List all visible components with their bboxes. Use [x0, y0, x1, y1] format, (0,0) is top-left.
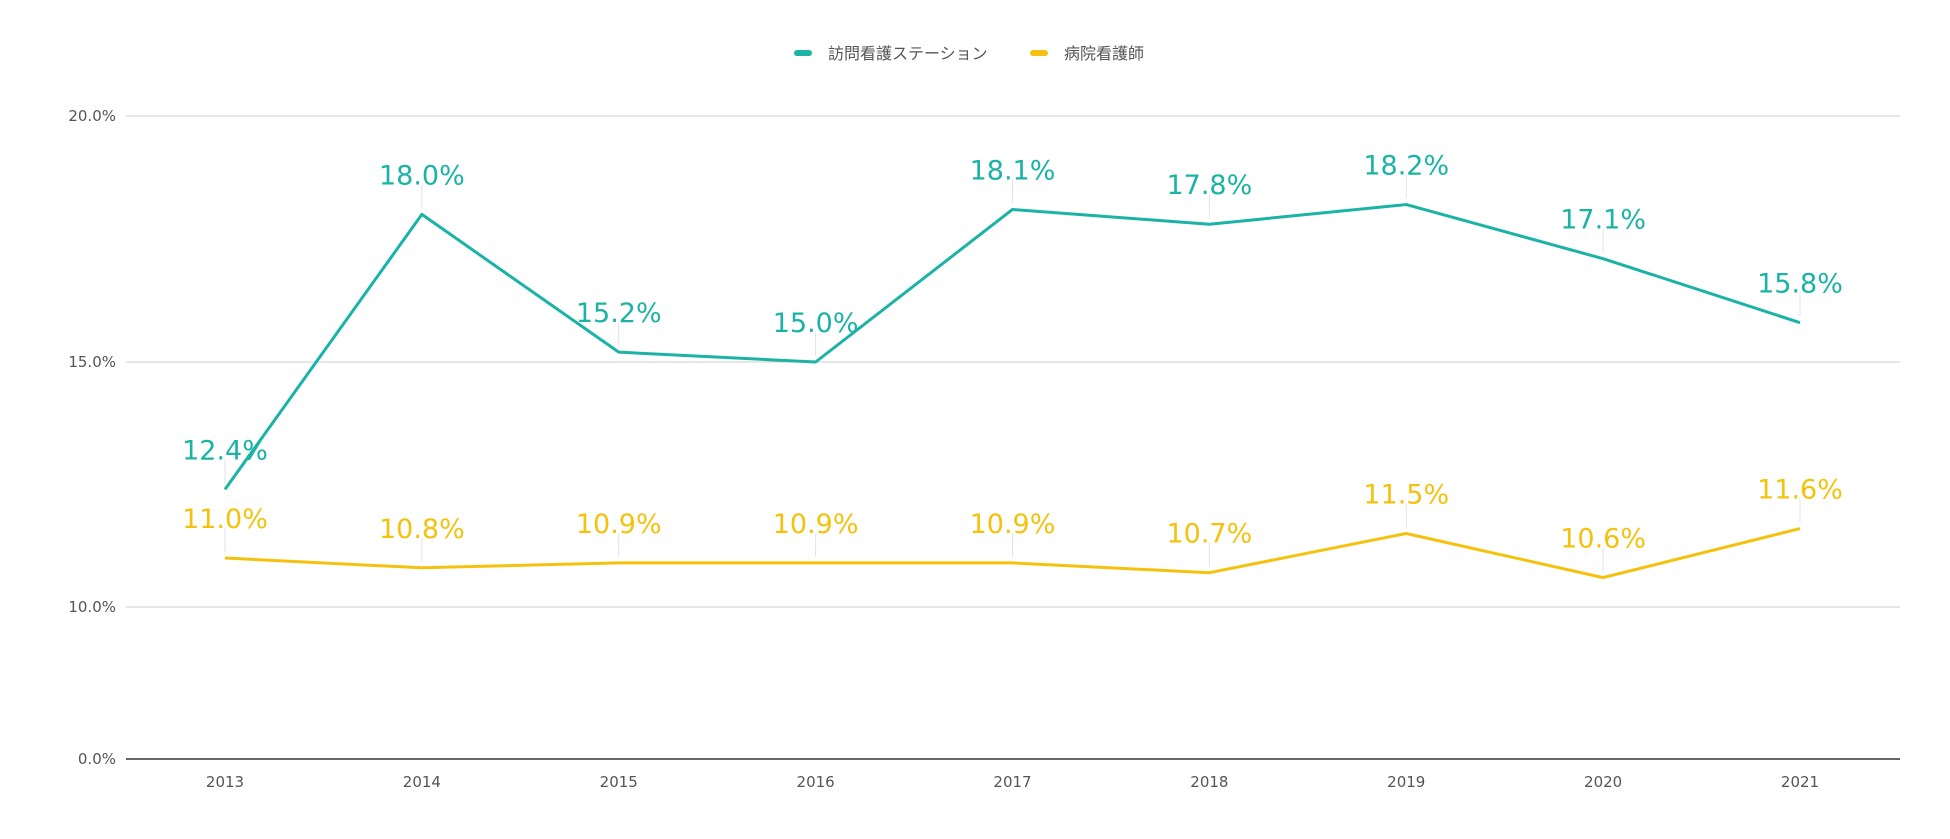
- legend-label-1: 訪問看護ステーション: [828, 44, 988, 63]
- data-label: 18.2%: [1363, 151, 1449, 182]
- data-label: 15.8%: [1757, 269, 1843, 300]
- data-label: 18.0%: [379, 160, 465, 191]
- data-label: 10.9%: [970, 509, 1056, 540]
- x-tick-label: 2018: [1190, 773, 1228, 791]
- data-label: 10.9%: [576, 509, 662, 540]
- x-tick-label: 2019: [1387, 773, 1425, 791]
- x-tick-label: 2017: [993, 773, 1031, 791]
- y-tick-label: 10.0%: [68, 598, 116, 616]
- axes: 0.0% 10.0% 15.0% 20.0% 2013 2014 2015 2016 2017 2…: [68, 107, 1900, 791]
- x-tick-label: 2021: [1781, 773, 1819, 791]
- gridlines: [126, 115, 1900, 608]
- series-line-1: [223, 203, 1801, 491]
- data-label: 18.1%: [970, 155, 1056, 186]
- data-label: 15.0%: [773, 308, 859, 339]
- x-tick-label: 2013: [206, 773, 244, 791]
- y-tick-label: 0.0%: [78, 750, 116, 768]
- data-label: 11.6%: [1757, 475, 1843, 506]
- series-lines: [223, 174, 1801, 580]
- legend-label-2: 病院看護師: [1064, 44, 1144, 63]
- data-label: 17.8%: [1166, 170, 1252, 201]
- data-label: 10.8%: [379, 514, 465, 545]
- y-tick-label: 20.0%: [68, 107, 116, 125]
- data-labels: 12.4% 18.0% 15.2% 15.0% 18.1% 17.8% 18.2% 17.1%…: [182, 151, 1843, 555]
- data-label: 11.0%: [182, 504, 268, 535]
- data-label: 15.2%: [576, 298, 662, 329]
- data-label: 10.9%: [773, 509, 859, 540]
- data-label: 11.5%: [1363, 480, 1449, 511]
- data-label: 17.1%: [1560, 205, 1646, 236]
- legend-swatch-2: [1030, 50, 1048, 56]
- legend-swatch-1: [794, 50, 812, 56]
- data-label: 10.7%: [1166, 519, 1252, 550]
- series-line-2: [224, 527, 1801, 580]
- x-tick-label: 2014: [403, 773, 441, 791]
- x-tick-label: 2020: [1584, 773, 1622, 791]
- data-label: 10.6%: [1560, 524, 1646, 555]
- x-tick-label: 2015: [600, 773, 638, 791]
- data-label: 12.4%: [182, 435, 268, 466]
- y-tick-label: 15.0%: [68, 353, 116, 371]
- x-tick-label: 2016: [797, 773, 835, 791]
- legend: 訪問看護ステーション 病院看護師: [794, 44, 1144, 63]
